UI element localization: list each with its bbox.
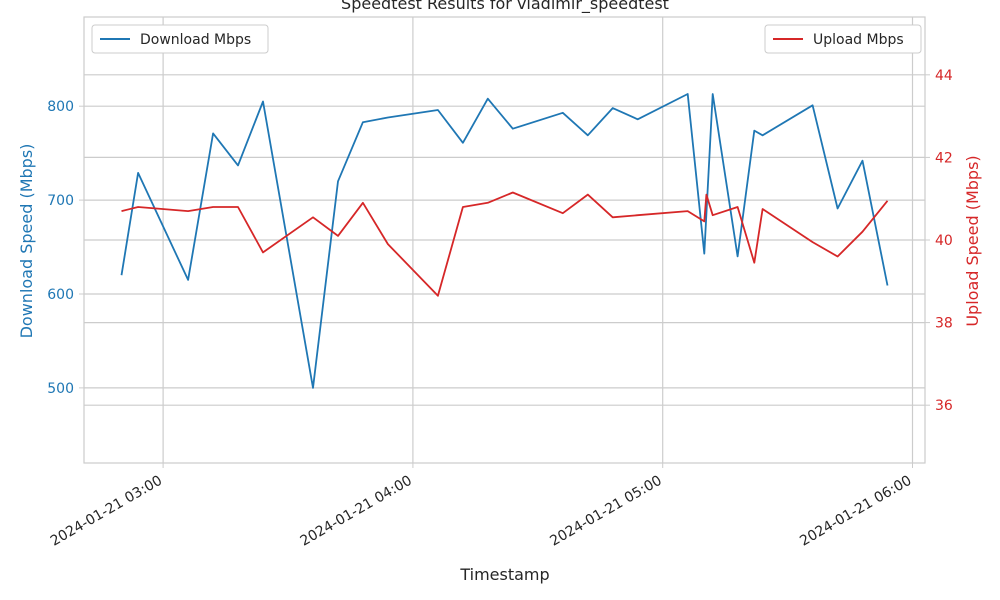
y-left-axis-title: Download Speed (Mbps) [17, 144, 36, 339]
x-axis-title: Timestamp [459, 565, 549, 584]
x-tick-label: 2024-01-21 06:00 [797, 473, 914, 550]
y-left-tick-label: 800 [47, 99, 74, 115]
y-right-tick-label: 42 [935, 150, 953, 166]
x-tick-label: 2024-01-21 03:00 [48, 473, 165, 550]
grid-lines [84, 17, 925, 463]
y-right-tick-label: 44 [935, 68, 953, 84]
y-left-tick-label: 500 [47, 381, 74, 397]
legend-download: Download Mbps [91, 24, 269, 54]
y-right-axis-title: Upload Speed (Mbps) [963, 155, 982, 326]
y-left-tick-label: 600 [47, 287, 74, 303]
legend-download-label: Download Mbps [140, 32, 251, 48]
y-right-tick-label: 40 [935, 233, 953, 249]
legend-upload: Upload Mbps [764, 24, 922, 54]
y-left-tick-label: 700 [47, 193, 74, 209]
upload-series-line [121, 191, 889, 297]
x-tick-label: 2024-01-21 05:00 [547, 473, 664, 550]
download-series-line [120, 93, 889, 389]
legend-upload-label: Upload Mbps [813, 32, 904, 48]
chart-title: Speedtest Results for vladimir_speedtest [341, 0, 669, 14]
tick-labels: 500 600 700 800 36 38 40 42 44 2024-01-21 03:00 20… [47, 68, 953, 550]
x-tick-label: 2024-01-21 04:00 [298, 473, 415, 550]
series-layer [120, 93, 889, 389]
y-right-tick-label: 36 [935, 398, 953, 414]
y-right-tick-label: 38 [935, 316, 953, 332]
